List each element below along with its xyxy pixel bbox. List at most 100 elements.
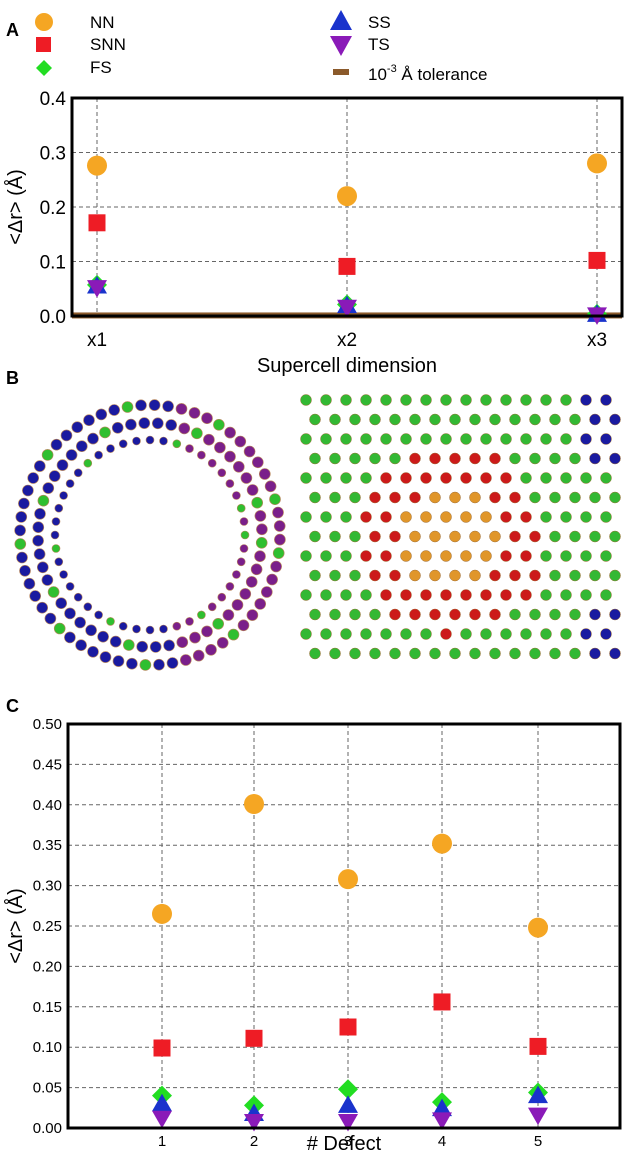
atom bbox=[273, 520, 286, 532]
atom bbox=[589, 530, 601, 543]
atom bbox=[380, 433, 392, 445]
atom bbox=[300, 394, 312, 406]
atom bbox=[580, 589, 592, 601]
atom bbox=[125, 418, 137, 431]
atom bbox=[449, 491, 461, 504]
atom bbox=[121, 401, 134, 413]
atom bbox=[360, 433, 372, 445]
chart-c-y-axis-label: <Δr> (Å) bbox=[4, 888, 27, 964]
atom bbox=[274, 533, 286, 546]
chart-c-marks bbox=[152, 793, 548, 1132]
atom bbox=[136, 640, 148, 653]
atom bbox=[36, 561, 49, 574]
atom bbox=[400, 550, 412, 562]
atom bbox=[549, 647, 561, 660]
atom bbox=[440, 511, 452, 523]
atom bbox=[34, 507, 46, 520]
atom bbox=[272, 506, 284, 519]
atom bbox=[380, 511, 392, 523]
y-tick-label: 0.1 bbox=[40, 253, 66, 274]
marker-ss-5 bbox=[528, 1085, 548, 1104]
marker-nn-4 bbox=[432, 833, 452, 854]
atom bbox=[272, 547, 285, 559]
atom bbox=[369, 647, 381, 660]
y-tick-label: 0.00 bbox=[33, 1120, 62, 1137]
atom bbox=[520, 511, 532, 523]
atom bbox=[380, 550, 392, 562]
nanotube-side-view bbox=[298, 394, 630, 674]
atom bbox=[440, 472, 452, 484]
atom bbox=[51, 544, 61, 553]
atom bbox=[440, 628, 452, 640]
atom bbox=[329, 491, 341, 504]
y-tick-label: 0.45 bbox=[33, 756, 62, 773]
atom bbox=[212, 617, 224, 630]
atom bbox=[560, 550, 572, 562]
atom bbox=[460, 472, 472, 484]
atom bbox=[65, 449, 78, 461]
atom bbox=[440, 433, 452, 445]
atom bbox=[509, 530, 521, 543]
marker-snn-1 bbox=[153, 1039, 171, 1057]
atom bbox=[264, 480, 277, 493]
atom bbox=[449, 452, 461, 465]
y-tick-label: 0.50 bbox=[33, 716, 62, 733]
atom bbox=[41, 449, 54, 461]
atom bbox=[172, 621, 182, 631]
legend-marker-ts bbox=[330, 36, 352, 56]
atom bbox=[132, 624, 141, 634]
atom bbox=[480, 550, 492, 562]
atom bbox=[460, 433, 472, 445]
atom bbox=[240, 472, 253, 484]
atom bbox=[489, 491, 501, 504]
atom bbox=[349, 569, 361, 582]
chart-c-grid bbox=[68, 723, 620, 1129]
atom bbox=[349, 647, 361, 660]
atom bbox=[47, 586, 60, 598]
atom bbox=[269, 493, 281, 506]
atom bbox=[580, 511, 592, 523]
atom bbox=[33, 548, 46, 560]
legend-marker-tolerance bbox=[333, 69, 349, 75]
marker-nn-3 bbox=[587, 153, 607, 174]
atom bbox=[449, 647, 461, 660]
atom bbox=[222, 609, 235, 621]
atom bbox=[540, 550, 552, 562]
atom bbox=[227, 628, 240, 641]
atom bbox=[589, 452, 601, 465]
atom bbox=[340, 394, 352, 406]
marker-nn-1 bbox=[152, 903, 172, 924]
y-tick-label: 0.20 bbox=[33, 958, 62, 975]
chart-a-x-axis-label: Supercell dimension bbox=[257, 355, 437, 377]
atom bbox=[400, 433, 412, 445]
atom bbox=[64, 631, 76, 644]
atom bbox=[76, 440, 88, 453]
atom bbox=[254, 510, 267, 522]
atom bbox=[266, 573, 278, 586]
atom bbox=[246, 484, 259, 496]
atom bbox=[224, 450, 236, 463]
atom bbox=[589, 608, 601, 621]
atom bbox=[529, 413, 541, 426]
atom bbox=[360, 589, 372, 601]
atom bbox=[329, 608, 341, 621]
atom bbox=[83, 414, 95, 427]
atom bbox=[236, 503, 246, 513]
marker-nn-2 bbox=[337, 186, 357, 207]
atom bbox=[56, 459, 69, 471]
chart-a-frame bbox=[70, 96, 624, 318]
chart-a-grid bbox=[72, 97, 622, 317]
atom bbox=[380, 628, 392, 640]
atom bbox=[600, 394, 612, 406]
legend-label-fs: FS bbox=[90, 58, 112, 77]
atom bbox=[234, 435, 247, 448]
atom bbox=[389, 530, 401, 543]
y-tick-label: 0.15 bbox=[33, 999, 62, 1016]
atom bbox=[172, 439, 182, 449]
x-tick-label: 2 bbox=[250, 1133, 258, 1150]
panel-label-c: C bbox=[6, 696, 19, 716]
atom bbox=[207, 458, 217, 468]
chart-c-x-ticks: 1 2 3 4 5 bbox=[158, 1133, 542, 1150]
atom bbox=[540, 589, 552, 601]
